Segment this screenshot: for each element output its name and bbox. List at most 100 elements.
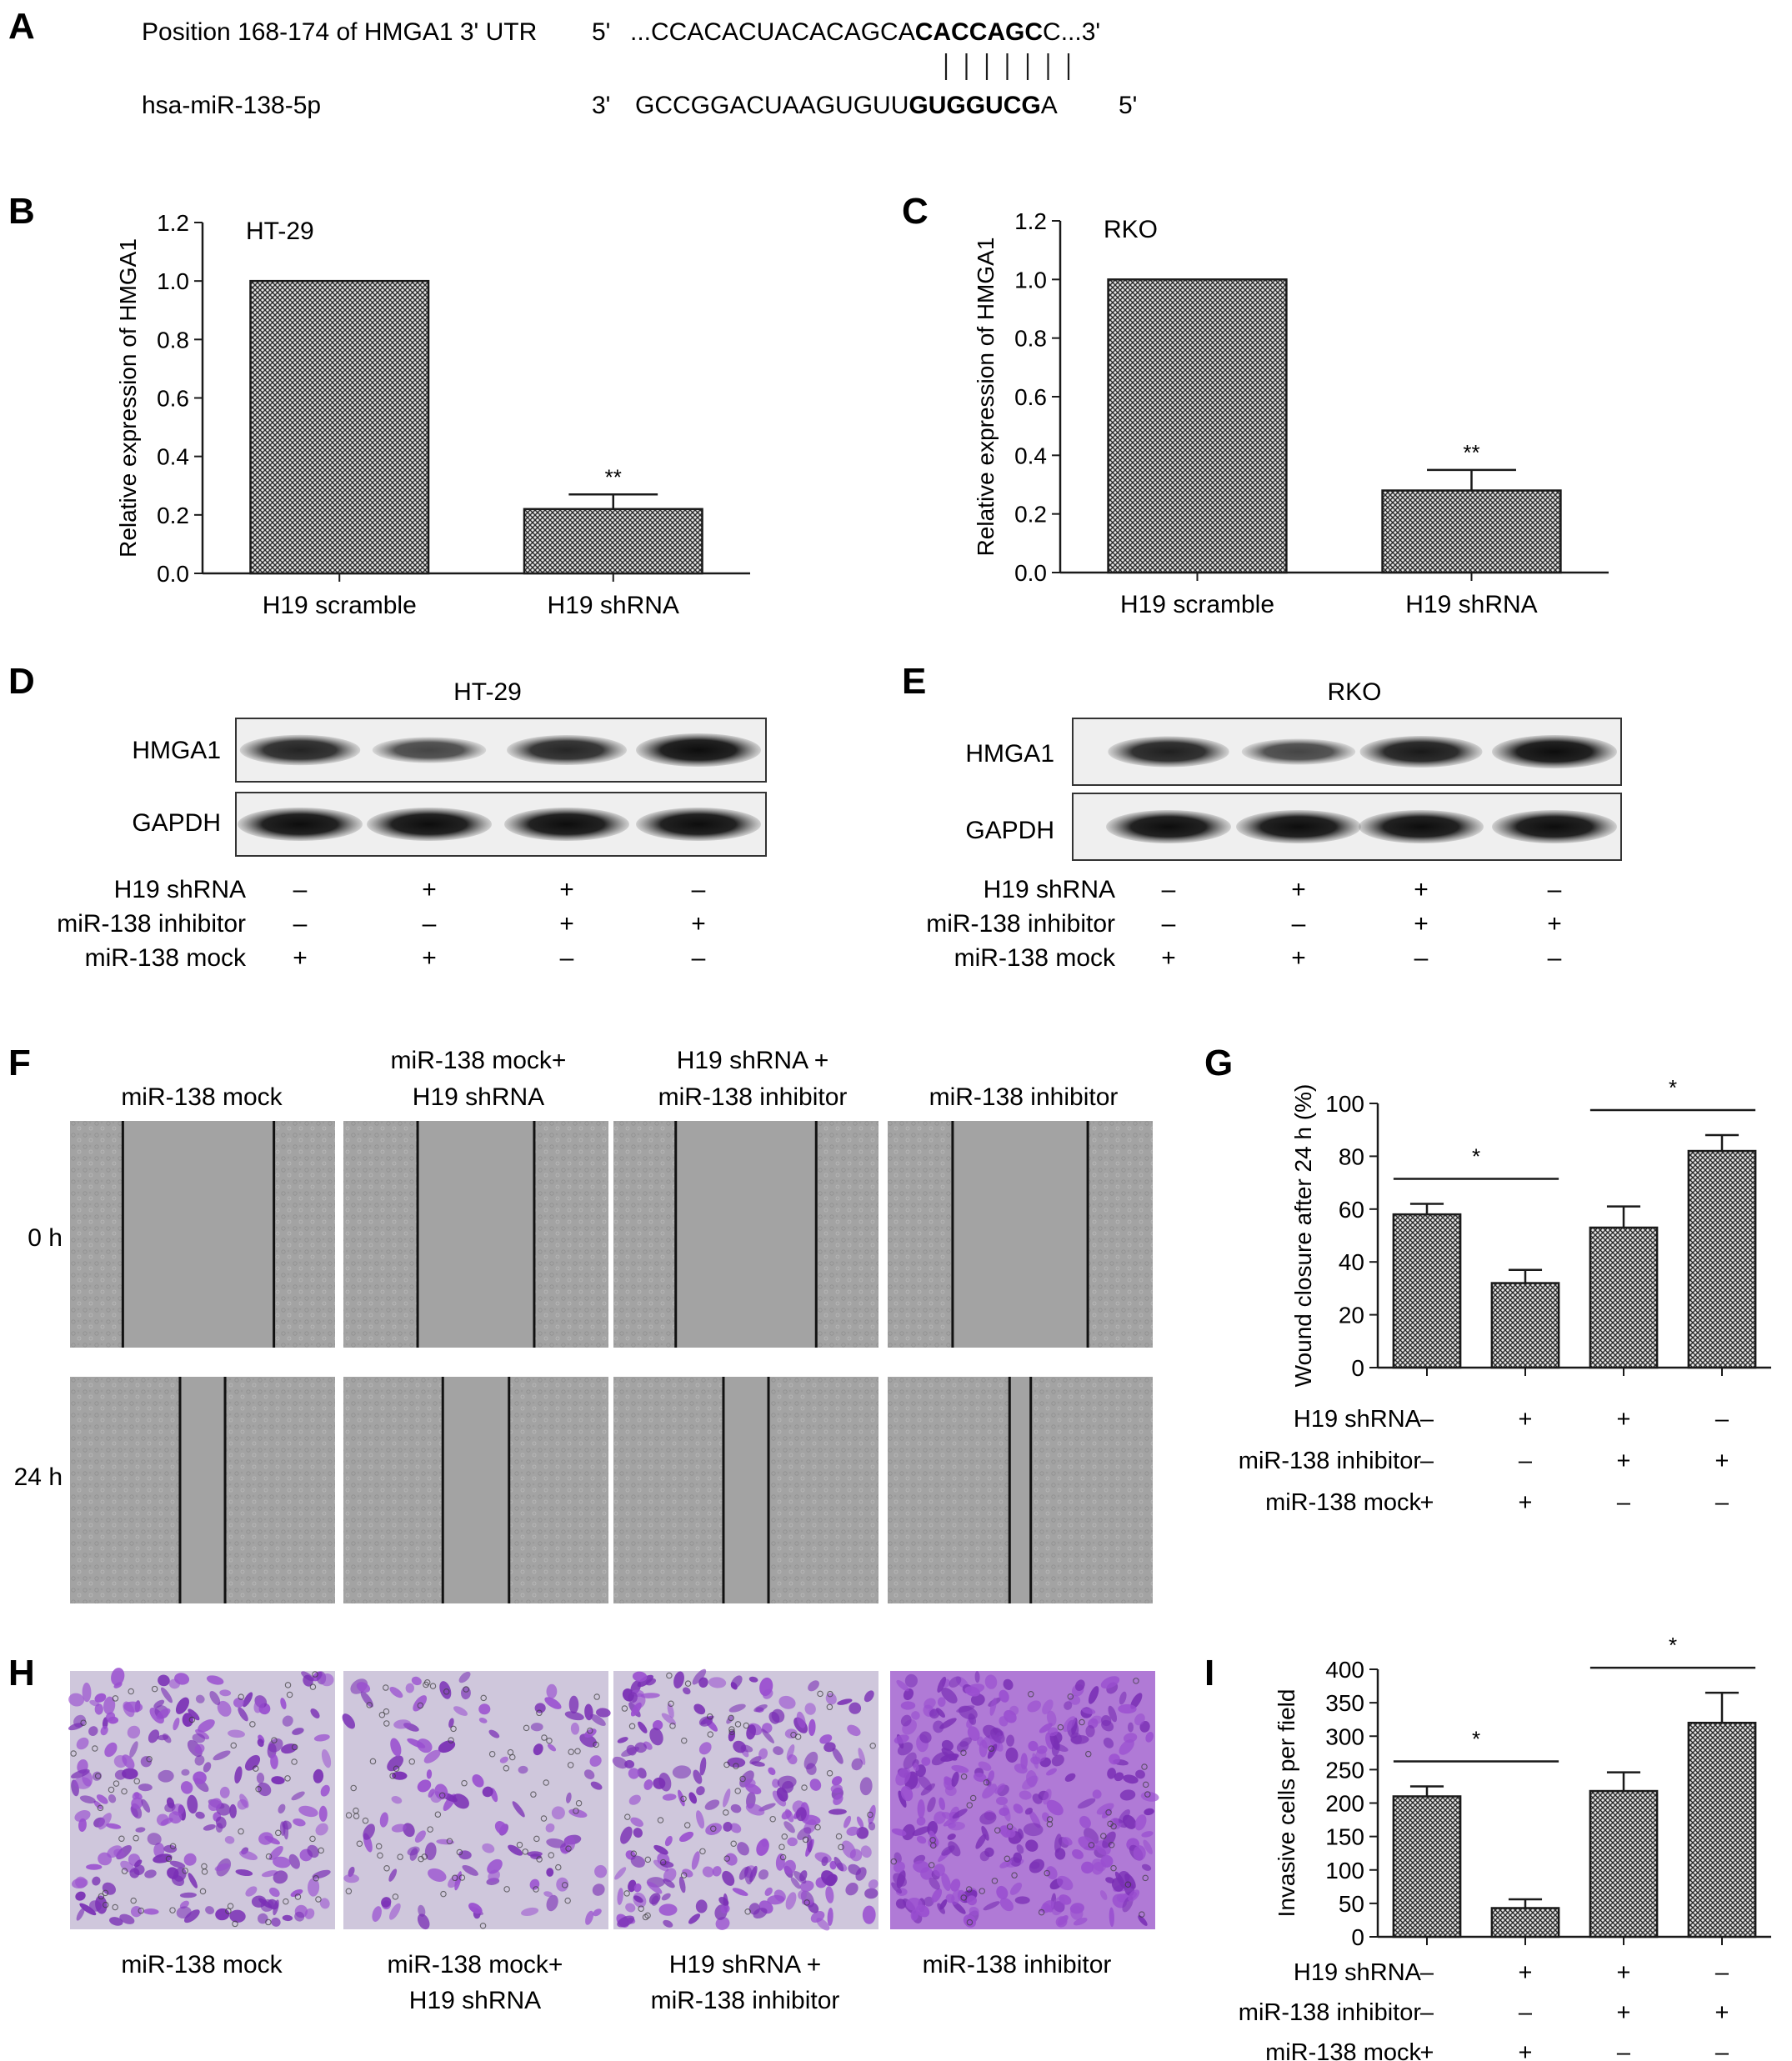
membrane-pore — [1085, 1750, 1092, 1758]
stained-cell — [773, 1889, 786, 1902]
stained-cell — [678, 1876, 686, 1893]
stained-cell — [530, 1723, 543, 1732]
stained-cell — [1017, 1828, 1024, 1839]
condition-sign: + — [1617, 1448, 1631, 1474]
membrane-pore — [421, 1853, 428, 1860]
stained-cell — [141, 1798, 151, 1813]
significance-mark: * — [1669, 1075, 1677, 1100]
membrane-pore — [313, 1874, 319, 1882]
membrane-pore — [1144, 1791, 1151, 1798]
membrane-pore — [284, 1682, 292, 1688]
stained-cell — [298, 1805, 318, 1818]
blot-band — [1241, 738, 1356, 765]
stained-cell — [1096, 1803, 1114, 1815]
stained-cell — [257, 1738, 264, 1748]
stained-cell — [100, 1725, 108, 1736]
stained-cell — [363, 1823, 375, 1840]
stained-cell — [758, 1869, 769, 1880]
stained-cell — [637, 1768, 647, 1778]
membrane-pore — [723, 1761, 730, 1768]
stained-cell — [472, 1774, 484, 1788]
stained-cell — [959, 1737, 973, 1748]
stained-cell — [916, 1816, 926, 1826]
stained-cell — [546, 1894, 558, 1912]
utr-seq-tail: C...3' — [1043, 18, 1100, 46]
stained-cell — [819, 1734, 833, 1744]
stained-cell — [229, 1803, 237, 1818]
membrane-pore — [1110, 1823, 1117, 1830]
membrane-pore — [375, 1843, 383, 1850]
stained-cell — [1102, 1831, 1116, 1848]
scratch-col2-label-line1: miR-138 mock+ — [391, 1047, 567, 1074]
stained-cell — [1103, 1738, 1114, 1748]
stained-cell — [122, 1754, 135, 1769]
stained-cell — [153, 1843, 165, 1858]
stained-cell — [797, 1827, 812, 1840]
membrane-pore — [315, 1896, 322, 1903]
stained-cell — [393, 1719, 412, 1729]
bar — [1589, 1789, 1659, 1938]
condition-sign: – — [1519, 1999, 1533, 2026]
stained-cell — [1092, 1789, 1102, 1799]
stained-cell — [863, 1690, 874, 1703]
stained-cell — [488, 1729, 500, 1738]
condition-sign: – — [1420, 1448, 1434, 1474]
condition-sign: – — [1715, 1959, 1729, 1986]
stained-cell — [905, 1898, 923, 1911]
stained-cell — [86, 1863, 103, 1870]
stained-cell — [663, 1868, 677, 1883]
scratch-col4-label: miR-138 inhibitor — [929, 1083, 1119, 1111]
membrane-pore — [1067, 1693, 1074, 1700]
scratch-row-24h: 24 h — [14, 1463, 63, 1491]
y-axis-label: Wound closure after 24 h (%) — [1290, 1084, 1316, 1388]
membrane-pore — [440, 1890, 447, 1898]
membrane-pore — [803, 1899, 810, 1906]
panel-d-western-blot: HT-29 HMGA1 GAPDH H19 shRNA – + + – miR-138 i… — [57, 678, 767, 972]
membrane-pore — [112, 1903, 118, 1911]
stained-cell — [1054, 1848, 1066, 1860]
stained-cell — [74, 1809, 91, 1823]
stained-cell — [453, 1706, 468, 1716]
condition-sign: + — [1519, 1406, 1533, 1433]
stained-cell — [860, 1845, 872, 1858]
stained-cell — [79, 1903, 97, 1916]
stained-cell — [458, 1671, 471, 1683]
membrane-pore — [567, 1762, 574, 1768]
stained-cell — [859, 1777, 873, 1796]
stained-cell — [988, 1770, 995, 1782]
stained-cell — [319, 1898, 330, 1909]
stained-cell — [891, 1828, 907, 1836]
condition-sign: – — [692, 876, 706, 903]
significance-mark: ** — [1463, 440, 1479, 465]
stained-cell — [1004, 1709, 1017, 1723]
stained-cell — [1119, 1739, 1134, 1755]
stained-cell — [147, 1833, 162, 1846]
stained-cell — [428, 1788, 435, 1798]
stained-cell — [313, 1768, 324, 1783]
stained-cell — [280, 1698, 287, 1710]
stained-cell — [949, 1676, 962, 1688]
membrane-pore — [253, 1765, 259, 1772]
stained-cell — [927, 1797, 936, 1813]
stained-cell — [933, 1863, 946, 1877]
stained-cell — [612, 1756, 628, 1769]
stained-cell — [902, 1823, 915, 1841]
category-label: H19 scramble — [1120, 591, 1274, 618]
blot-band — [1359, 736, 1483, 768]
stained-cell — [1108, 1705, 1118, 1723]
stained-cell — [893, 1734, 909, 1744]
membrane-pore — [548, 1852, 555, 1858]
blot-e-hmga1-label: HMGA1 — [965, 740, 1054, 768]
utr-seq-seed: CACCAGC — [915, 18, 1043, 46]
stained-cell — [1047, 1727, 1059, 1737]
stained-cell — [904, 1673, 918, 1688]
stained-cell — [1056, 1875, 1074, 1891]
condition-row-label: miR-138 mock — [1265, 2039, 1421, 2061]
category-label: H19 shRNA — [548, 592, 679, 619]
membrane-pore — [417, 1702, 424, 1709]
stained-cell — [810, 1910, 825, 1923]
stained-cell — [1140, 1791, 1159, 1802]
stained-cell — [1069, 1694, 1081, 1705]
condition-row-label: miR-138 mock — [85, 944, 247, 972]
panel-label-a: A — [8, 6, 35, 47]
